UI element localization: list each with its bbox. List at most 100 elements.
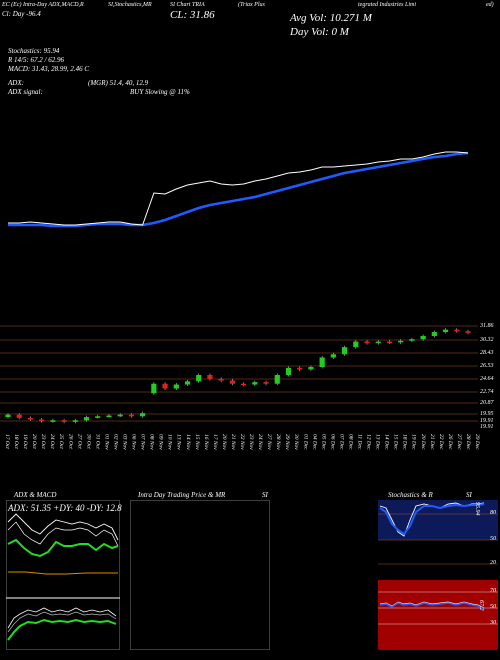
candle <box>140 413 146 417</box>
date-label: 15 Dec <box>393 434 399 450</box>
candle <box>117 414 123 417</box>
candle <box>151 383 157 394</box>
date-label: 22 Dec <box>438 434 444 450</box>
candle <box>27 417 34 420</box>
date-label: 10 Nov <box>167 434 173 450</box>
candle <box>83 417 90 421</box>
candle <box>285 367 292 375</box>
rsi-level-50: 50 <box>490 604 496 610</box>
price-label-2: 30.32 <box>480 337 494 343</box>
adx-signal-text: ADX signal: <box>8 88 43 96</box>
candle <box>241 383 247 386</box>
avg-volume: Avg Vol: 10.271 M <box>290 12 372 24</box>
rsi-blue-line <box>379 602 485 610</box>
price-label-8: 19.95 <box>480 411 494 417</box>
price-label-5: 24.64 <box>480 376 494 382</box>
header-title-2: SI,Stochastics,MR <box>108 2 152 8</box>
candle <box>173 384 179 389</box>
adx-macd-panel <box>6 500 120 650</box>
macd-signal-line <box>7 611 117 633</box>
candle <box>341 347 348 355</box>
date-label: 11 Dec <box>357 434 363 450</box>
date-label: 13 Dec <box>375 434 381 450</box>
rsi-level-70: 70 <box>490 588 496 594</box>
date-label: 08 Dec <box>348 434 354 450</box>
candle <box>229 380 235 384</box>
date-label: 15 Nov <box>194 434 200 450</box>
candle <box>409 339 415 341</box>
date-label: 27 Oct <box>76 434 82 449</box>
price-line <box>8 151 469 226</box>
header-title-6: ed) <box>486 2 494 8</box>
adx-white-line <box>7 513 119 541</box>
date-label: 23 Nov <box>248 434 254 450</box>
date-label: 14 Dec <box>384 434 391 450</box>
date-label: 02 Nov <box>113 434 119 450</box>
date-label: 24 Nov <box>257 434 264 450</box>
header-sub: Cl: Day -96.4 <box>2 10 41 18</box>
adx-value: (MGR) 51.4, 40, 12.9 <box>88 79 149 87</box>
date-label: 21 Dec <box>429 434 435 450</box>
intra-panel-title-right: SI <box>262 491 268 499</box>
adx-orange-line <box>8 571 118 575</box>
price-label-3: 28.43 <box>480 350 494 356</box>
date-label: 09 Nov <box>158 434 164 450</box>
date-label: 30 Oct <box>85 433 91 449</box>
candle <box>386 341 393 344</box>
date-label: 16 Nov <box>203 434 209 450</box>
date-label: 31 Oct <box>94 433 100 449</box>
date-label: 22 Nov <box>239 434 245 450</box>
adx-green-line <box>7 538 119 558</box>
candle <box>364 341 370 344</box>
date-label: 30 Nov <box>293 433 299 450</box>
stochastics-panel <box>378 500 498 650</box>
candle <box>308 367 314 370</box>
date-label: 01 Dec <box>302 434 308 450</box>
candle <box>263 382 269 384</box>
stoch-d-line <box>379 503 485 536</box>
date-label: 06 Nov <box>131 434 137 450</box>
adx-text: ADX: <box>8 79 24 87</box>
date-label: 20 Dec <box>420 434 426 450</box>
intraday-panel <box>130 500 270 650</box>
date-label: 24 Oct <box>49 434 56 449</box>
header-title-1: EC (Ec) Intra-Day ADX,MACD,R <box>2 2 84 8</box>
price-label-9: 19.91 <box>480 418 494 424</box>
macd-white-line <box>7 607 117 629</box>
candle <box>274 374 280 384</box>
stoch-overbought-zone <box>378 500 498 540</box>
candle <box>5 414 11 418</box>
date-label: 28 Dec <box>465 434 471 450</box>
header-title-4: (Triax Plus <box>238 2 265 8</box>
candle <box>162 383 168 389</box>
candle <box>319 357 325 368</box>
date-label: 28 Nov <box>275 434 281 450</box>
candle <box>95 416 101 418</box>
date-label: 21 Nov <box>230 434 236 450</box>
price-label-1: 31.86 <box>480 323 494 329</box>
candle <box>106 415 112 418</box>
date-label: 19 Oct <box>22 434 28 449</box>
candle <box>196 374 202 382</box>
date-label: 26 Oct <box>67 434 73 449</box>
date-label: 07 Nov <box>140 434 146 450</box>
stoch-value: 95.94 <box>474 502 480 516</box>
date-label: 18 Dec <box>402 434 408 450</box>
date-label: 27 Nov <box>266 434 272 450</box>
candle <box>50 420 56 422</box>
date-label: 12 Dec <box>366 434 372 450</box>
candle <box>128 414 135 417</box>
candle <box>454 329 460 332</box>
price-chart <box>0 151 478 424</box>
macd-green-line <box>7 618 117 641</box>
date-label: 06 Dec <box>329 434 335 450</box>
price-label-10: 19.91 <box>480 424 494 430</box>
candle <box>252 382 258 385</box>
stoch-panel-title: Stochastics & R <box>388 491 433 499</box>
stoch-level-50: 50 <box>490 536 496 542</box>
stoch-level-20: 20 <box>490 560 496 566</box>
stoch-panel-title-right: SI <box>466 491 472 499</box>
price-label-7: 20.87 <box>480 400 494 406</box>
rsi-value: 67.2 <box>478 600 484 611</box>
date-label: 17 Nov <box>212 434 218 450</box>
